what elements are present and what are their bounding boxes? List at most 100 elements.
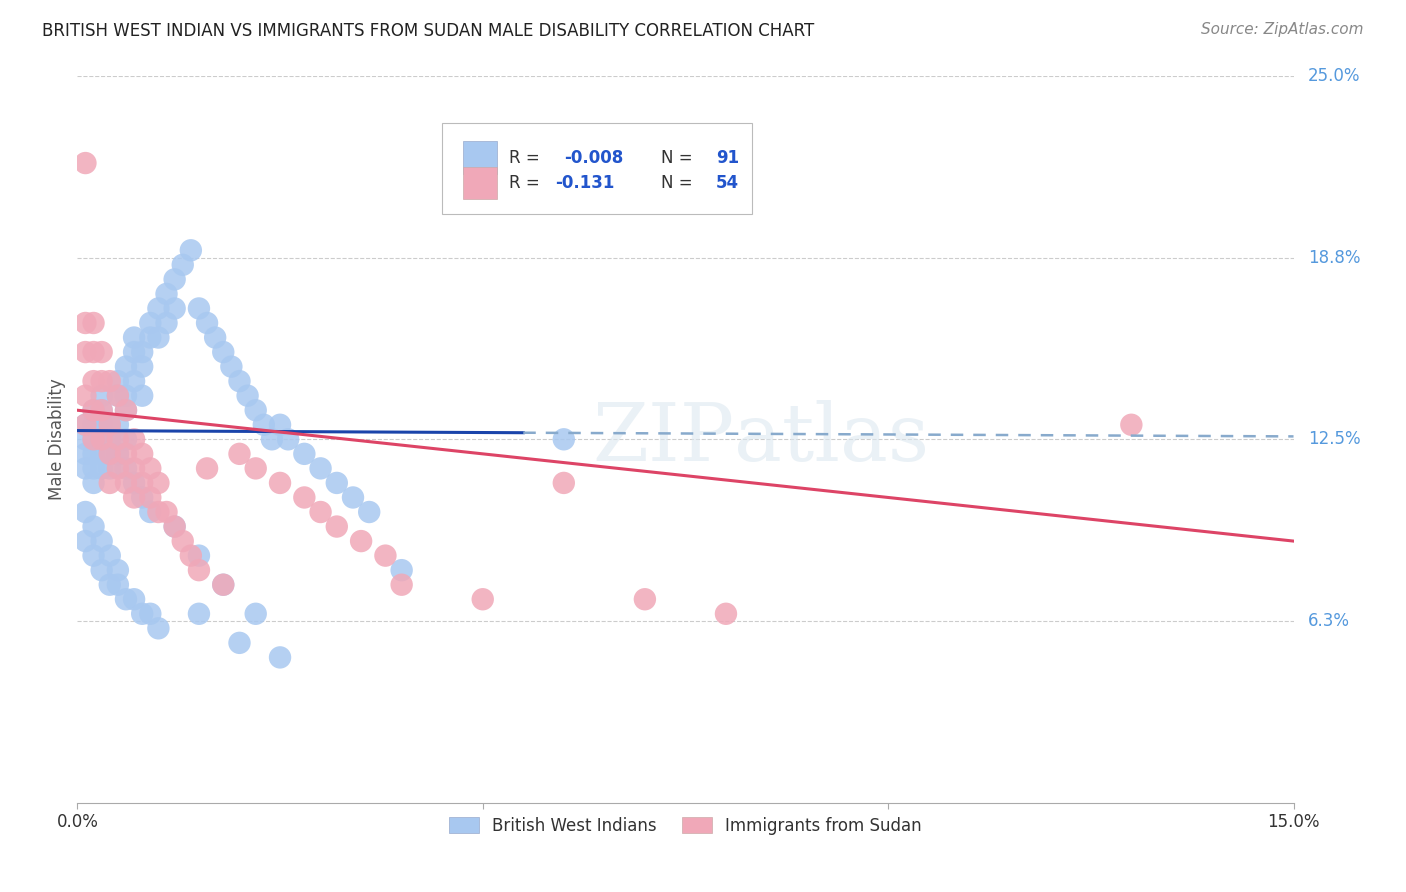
Point [342,491,364,505]
Point [83,403,105,417]
Point [1121,417,1143,432]
Point [115,592,138,607]
Point [75,461,97,475]
Text: R =: R = [509,149,546,167]
Text: 25.0%: 25.0% [1308,67,1361,85]
Point [188,301,211,316]
Point [75,447,97,461]
Point [83,374,105,388]
Point [253,417,276,432]
Point [122,432,145,446]
Point [326,519,349,533]
Point [471,592,494,607]
Point [98,432,121,446]
Point [107,461,129,475]
Text: ZIP: ZIP [592,401,734,478]
Point [195,461,218,475]
Point [391,563,413,577]
Point [98,475,121,490]
Point [163,301,186,316]
Point [292,491,315,505]
Point [115,403,138,417]
Point [163,519,186,533]
Point [292,447,315,461]
Point [212,578,235,592]
Point [90,447,112,461]
Point [90,374,112,388]
Text: -0.131: -0.131 [555,174,614,192]
Point [634,592,657,607]
Point [148,475,170,490]
Point [107,578,129,592]
Y-axis label: Male Disability: Male Disability [48,378,66,500]
Text: BRITISH WEST INDIAN VS IMMIGRANTS FROM SUDAN MALE DISABILITY CORRELATION CHART: BRITISH WEST INDIAN VS IMMIGRANTS FROM S… [42,22,814,40]
Point [75,505,97,519]
Point [98,417,121,432]
Point [122,461,145,475]
Point [553,475,575,490]
Point [326,475,349,490]
Text: R =: R = [509,174,546,192]
Point [83,475,105,490]
Point [83,549,105,563]
Point [75,345,97,359]
Point [115,403,138,417]
Point [309,505,332,519]
Text: -0.008: -0.008 [564,149,623,167]
Point [277,432,299,446]
Point [188,563,211,577]
Point [269,650,291,665]
Point [122,345,145,359]
Point [107,389,129,403]
Point [122,592,145,607]
Point [115,461,138,475]
Point [122,475,145,490]
Point [115,389,138,403]
Point [98,417,121,432]
Point [90,432,112,446]
Point [107,432,129,446]
Point [228,636,250,650]
Point [90,403,112,417]
Point [131,345,153,359]
Point [90,417,112,432]
Point [75,417,97,432]
Point [714,607,737,621]
Point [90,417,112,432]
Point [163,519,186,533]
Point [155,505,177,519]
Text: 91: 91 [716,149,740,167]
Point [83,403,105,417]
Bar [463,141,496,174]
Point [236,389,259,403]
Point [107,417,129,432]
Point [75,389,97,403]
Point [180,549,202,563]
Text: 6.3%: 6.3% [1308,612,1350,630]
Point [245,607,267,621]
Point [75,417,97,432]
Point [228,374,250,388]
FancyBboxPatch shape [441,123,752,214]
Point [75,316,97,330]
Point [98,447,121,461]
Point [75,534,97,549]
Point [374,549,396,563]
Point [115,475,138,490]
Point [83,447,105,461]
Point [188,607,211,621]
Point [131,607,153,621]
Point [90,534,112,549]
Point [139,505,162,519]
Point [107,389,129,403]
Text: 18.8%: 18.8% [1308,249,1361,267]
Point [245,461,267,475]
Point [163,272,186,286]
Point [90,389,112,403]
Point [115,432,138,446]
Point [212,345,235,359]
Point [122,330,145,344]
Point [115,447,138,461]
Point [148,330,170,344]
Point [309,461,332,475]
